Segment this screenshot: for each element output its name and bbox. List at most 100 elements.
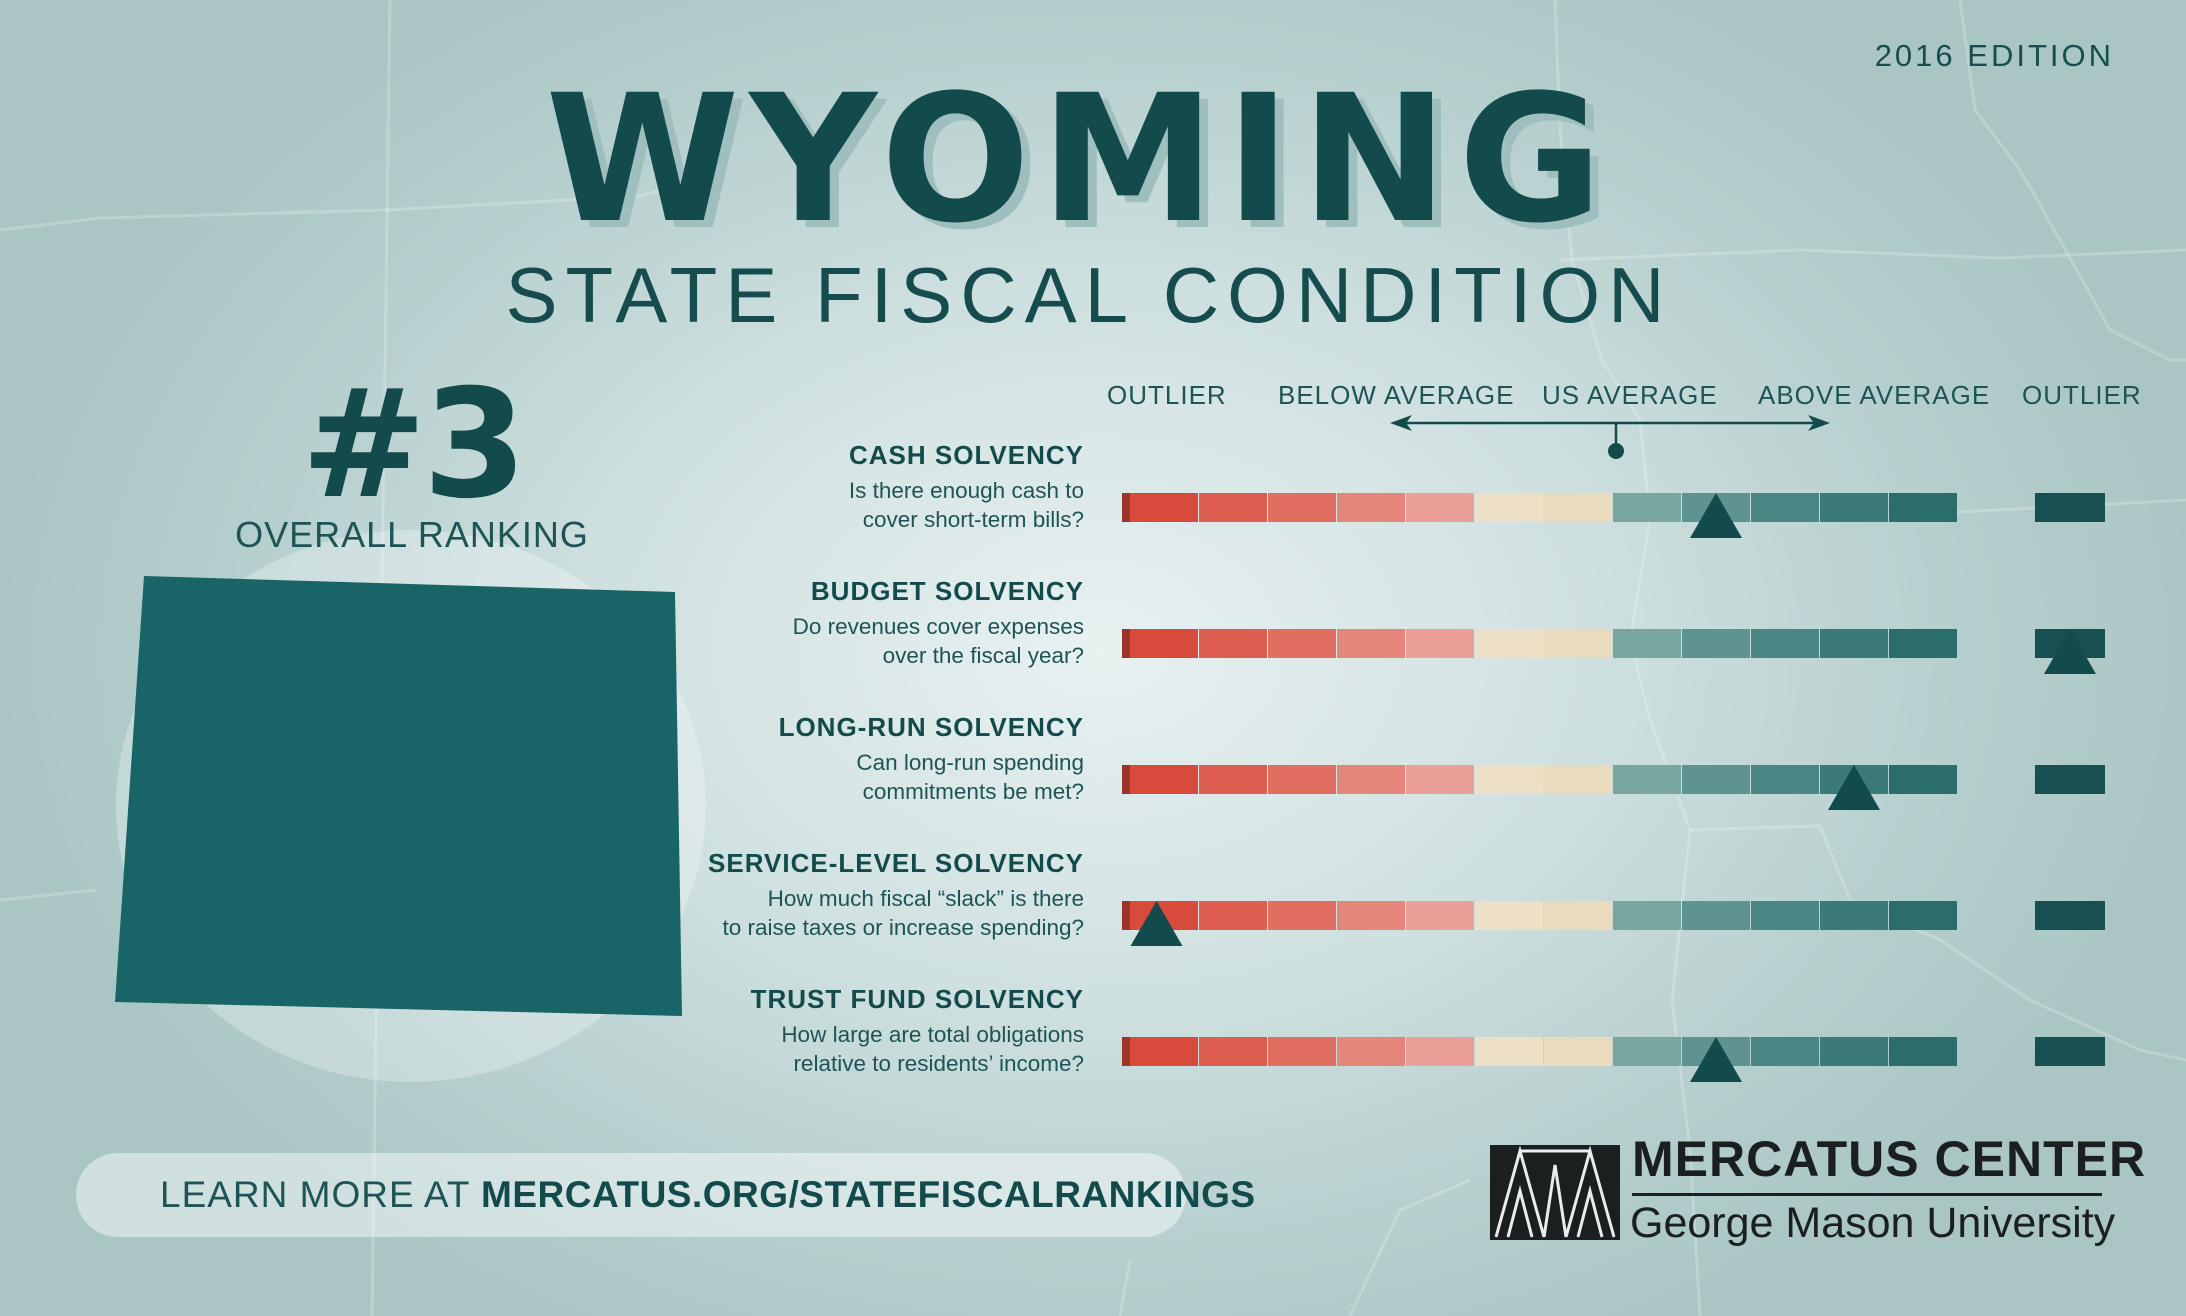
scale-segment xyxy=(1406,1037,1474,1066)
scale-segment xyxy=(1682,901,1750,930)
indicator-title: SERVICE-LEVEL SOLVENCY xyxy=(708,848,1084,878)
indicator-title: TRUST FUND SOLVENCY xyxy=(750,984,1084,1014)
learn-more-prefix: LEARN MORE AT xyxy=(160,1174,482,1215)
indicator-scale-bar xyxy=(1122,765,2105,810)
scale-segment xyxy=(1130,493,1198,522)
scale-segment xyxy=(1751,765,1819,794)
scale-segment xyxy=(1613,493,1681,522)
scale-segment xyxy=(1613,1037,1681,1066)
scale-segment xyxy=(1130,765,1198,794)
scale-segment xyxy=(1475,901,1543,930)
scale-segment xyxy=(1751,493,1819,522)
scale-segment xyxy=(1268,629,1336,658)
indicator-question-line2: to raise taxes or increase spending? xyxy=(722,915,1084,940)
scale-segment xyxy=(1268,765,1336,794)
scale-segment xyxy=(1130,1037,1198,1066)
indicator-question-line1: Can long-run spending xyxy=(856,750,1084,775)
scale-segment xyxy=(1199,765,1267,794)
scale-segment xyxy=(1337,901,1405,930)
mercatus-logo-subtitle: George Mason University xyxy=(1630,1199,2116,1247)
scale-segment xyxy=(1268,493,1336,522)
position-marker xyxy=(2044,629,2096,674)
indicator-question-line2: over the fiscal year? xyxy=(882,643,1084,668)
scale-segment xyxy=(1682,765,1750,794)
scale-segment xyxy=(1337,765,1405,794)
scale-segment xyxy=(1199,629,1267,658)
scale-segment xyxy=(1199,493,1267,522)
scale-segment xyxy=(1613,765,1681,794)
indicator-scale-bar xyxy=(1122,493,2105,538)
scale-label-outlier-low: OUTLIER xyxy=(1107,380,1227,410)
indicator-title: CASH SOLVENCY xyxy=(849,440,1084,470)
scale-segment xyxy=(2035,1037,2105,1066)
scale-segment xyxy=(1682,629,1750,658)
learn-more-link[interactable]: MERCATUS.ORG/STATEFISCALRANKINGS xyxy=(481,1174,1256,1215)
scale-segment xyxy=(1406,629,1474,658)
scale-segment xyxy=(1544,629,1612,658)
mercatus-logo-name: MERCATUS CENTER xyxy=(1632,1131,2147,1187)
scale-label-below-average: BELOW AVERAGE xyxy=(1278,380,1515,410)
scale-segment xyxy=(1199,1037,1267,1066)
scale-segment xyxy=(1199,901,1267,930)
position-marker xyxy=(1828,765,1880,810)
position-marker xyxy=(1690,1037,1742,1082)
scale-segment xyxy=(1889,765,1957,794)
scale-segment xyxy=(1751,629,1819,658)
indicator-question-line1: How large are total obligations xyxy=(781,1022,1084,1047)
scale-segment xyxy=(1130,629,1198,658)
learn-more-text[interactable]: LEARN MORE AT MERCATUS.ORG/STATEFISCALRA… xyxy=(160,1174,1256,1216)
position-marker xyxy=(1130,901,1183,946)
scale-label-outlier-high: OUTLIER xyxy=(2022,380,2142,410)
scale-segment xyxy=(1889,1037,1957,1066)
scale-segment xyxy=(1820,1037,1888,1066)
scale-segment xyxy=(1820,493,1888,522)
scale-segment xyxy=(1820,629,1888,658)
us-average-arrow xyxy=(1390,415,1830,459)
scale-segment xyxy=(1337,493,1405,522)
overall-rank-label: OVERALL RANKING xyxy=(235,514,589,555)
scale-label-us-average: US AVERAGE xyxy=(1542,380,1718,410)
scale-segment xyxy=(2035,901,2105,930)
scale-segment xyxy=(1475,1037,1543,1066)
scale-segment xyxy=(1820,901,1888,930)
scale-segment xyxy=(1475,629,1543,658)
scale-segment xyxy=(1544,765,1612,794)
scale-segment xyxy=(1406,493,1474,522)
indicator-scale-bar xyxy=(1122,629,2105,674)
scale-segment xyxy=(1544,493,1612,522)
scale-segment xyxy=(1751,901,1819,930)
indicator-question-line2: cover short-term bills? xyxy=(862,507,1084,532)
indicator-scale-bar xyxy=(1122,1037,2105,1082)
scale-segment xyxy=(1889,629,1957,658)
scale-segment xyxy=(1475,765,1543,794)
indicator-question-line2: relative to residents’ income? xyxy=(793,1051,1084,1076)
indicator-title: BUDGET SOLVENCY xyxy=(810,576,1084,606)
scale-segment xyxy=(1613,629,1681,658)
scale-segment xyxy=(2035,493,2105,522)
indicator-question-line1: How much fiscal “slack” is there xyxy=(767,886,1084,911)
indicator-question-line2: commitments be met? xyxy=(862,779,1084,804)
scale-segment xyxy=(1268,1037,1336,1066)
overall-rank-number: #3 xyxy=(300,358,527,532)
indicator-scale-bar xyxy=(1122,901,2105,946)
scale-segment xyxy=(1544,901,1612,930)
scale-segment xyxy=(1268,901,1336,930)
scale-segment xyxy=(1889,901,1957,930)
position-marker xyxy=(1690,493,1742,538)
indicator-title: LONG-RUN SOLVENCY xyxy=(778,712,1084,742)
scale-segment xyxy=(1475,493,1543,522)
mercatus-logo-icon xyxy=(1490,1145,1620,1240)
scale-segment xyxy=(1337,629,1405,658)
scale-segment xyxy=(1406,901,1474,930)
scale-label-above-average: ABOVE AVERAGE xyxy=(1758,380,1991,410)
page-title: WYOMING xyxy=(545,57,1613,262)
edition-label: 2016 EDITION xyxy=(1874,38,2114,73)
logo-divider xyxy=(1632,1193,2102,1196)
scale-segment xyxy=(2035,765,2105,794)
wyoming-state-shape xyxy=(115,576,682,1016)
page-subtitle: STATE FISCAL CONDITION xyxy=(505,251,1673,339)
scale-segment xyxy=(1889,493,1957,522)
learn-more-pill[interactable] xyxy=(76,1153,1186,1237)
indicator-question-line1: Do revenues cover expenses xyxy=(792,614,1084,639)
